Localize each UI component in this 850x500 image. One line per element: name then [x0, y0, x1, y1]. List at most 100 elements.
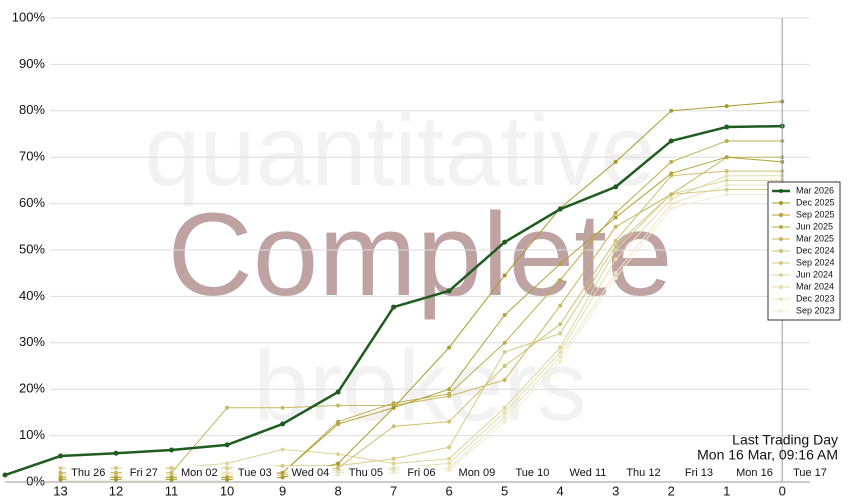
data-point — [225, 477, 230, 482]
data-point — [669, 206, 674, 211]
data-point — [613, 275, 618, 280]
data-point — [613, 243, 618, 248]
data-point — [280, 475, 285, 480]
data-point — [280, 421, 286, 427]
secondary-tick-label: Tue 10 — [515, 467, 549, 479]
watermark: brokers — [253, 330, 586, 442]
data-point — [668, 138, 674, 144]
data-point — [502, 405, 507, 410]
data-point — [669, 196, 674, 201]
data-point — [502, 239, 508, 245]
secondary-tick-bg — [788, 466, 832, 480]
data-point — [113, 450, 119, 456]
data-point — [391, 401, 396, 406]
data-point — [114, 466, 119, 471]
data-point — [558, 303, 563, 308]
data-point — [447, 466, 452, 471]
legend-marker — [779, 297, 783, 301]
data-point — [391, 461, 396, 466]
data-point — [447, 419, 452, 424]
secondary-tick-bg — [732, 466, 777, 480]
data-point — [169, 477, 174, 482]
data-point — [724, 169, 729, 174]
legend-marker — [779, 309, 783, 313]
secondary-tick-label: Tue 17 — [793, 467, 827, 479]
legend-label: Mar 2024 — [796, 281, 834, 291]
data-point — [502, 377, 507, 382]
data-point — [225, 461, 230, 466]
data-point — [669, 108, 674, 113]
data-point — [502, 273, 507, 278]
x-tick-label: 5 — [501, 483, 508, 498]
data-point — [724, 138, 729, 143]
y-tick-label: 90% — [19, 56, 45, 71]
secondary-tick-bg — [510, 466, 555, 480]
legend-label: Dec 2024 — [796, 245, 835, 255]
y-tick-label: 20% — [19, 381, 45, 396]
x-tick-label: 8 — [334, 483, 341, 498]
x-tick-label: 1 — [723, 483, 730, 498]
secondary-tick-label: Tue 03 — [238, 467, 272, 479]
data-point — [557, 206, 563, 212]
data-point — [502, 340, 507, 345]
data-point — [558, 350, 563, 355]
data-point — [669, 171, 674, 176]
data-point — [336, 422, 341, 426]
legend-marker — [779, 225, 783, 229]
legend-marker — [779, 201, 783, 205]
legend-marker — [779, 285, 783, 289]
annotation-text: Last Trading Day — [732, 432, 838, 448]
secondary-tick-label: Mon 09 — [459, 467, 496, 479]
data-point — [558, 354, 563, 359]
data-point — [613, 224, 618, 229]
data-point — [724, 192, 729, 197]
secondary-tick-label: Fri 27 — [130, 467, 158, 479]
secondary-tick-label: Fri 06 — [407, 467, 435, 479]
secondary-tick-bg — [288, 466, 333, 480]
data-point — [280, 405, 285, 410]
x-tick-label: 12 — [109, 483, 123, 498]
data-point — [558, 261, 563, 266]
data-point — [669, 201, 674, 206]
data-point — [225, 470, 230, 475]
data-point — [613, 257, 618, 262]
x-tick-label: 6 — [446, 483, 453, 498]
legend-label: Jun 2024 — [796, 269, 833, 279]
data-point — [502, 419, 507, 424]
secondary-tick-bg — [232, 466, 277, 480]
data-point — [447, 461, 452, 466]
secondary-tick-bg — [676, 466, 721, 480]
x-tick-label: 13 — [53, 483, 67, 498]
x-tick-label: 2 — [668, 483, 675, 498]
data-point — [669, 192, 674, 197]
legend-label: Jun 2025 — [796, 221, 833, 231]
data-point — [280, 447, 285, 452]
data-point — [558, 322, 563, 327]
legend-label: Dec 2025 — [796, 197, 835, 207]
data-point — [58, 466, 63, 471]
data-point — [613, 271, 618, 276]
data-point — [502, 350, 507, 355]
data-point — [335, 389, 341, 395]
annotation-text: Mon 16 Mar, 09:16 AM — [697, 447, 838, 463]
legend-label: Sep 2023 — [796, 305, 835, 315]
x-tick-label: 9 — [279, 483, 286, 498]
data-point — [724, 178, 729, 183]
secondary-tick-label: Thu 05 — [349, 467, 383, 479]
secondary-tick-label: Wed 04 — [291, 467, 329, 479]
data-point — [391, 304, 397, 310]
x-tick-label: 4 — [557, 483, 564, 498]
data-point — [391, 456, 396, 461]
data-point — [114, 477, 119, 482]
data-point — [447, 445, 452, 450]
data-point — [336, 466, 341, 471]
legend-marker — [779, 189, 783, 193]
data-point — [169, 447, 175, 453]
data-point — [613, 238, 618, 243]
y-tick-label: 50% — [19, 241, 45, 256]
data-point — [502, 415, 507, 420]
y-tick-label: 80% — [19, 102, 45, 117]
legend-label: Mar 2025 — [796, 233, 834, 243]
data-point — [58, 453, 64, 459]
